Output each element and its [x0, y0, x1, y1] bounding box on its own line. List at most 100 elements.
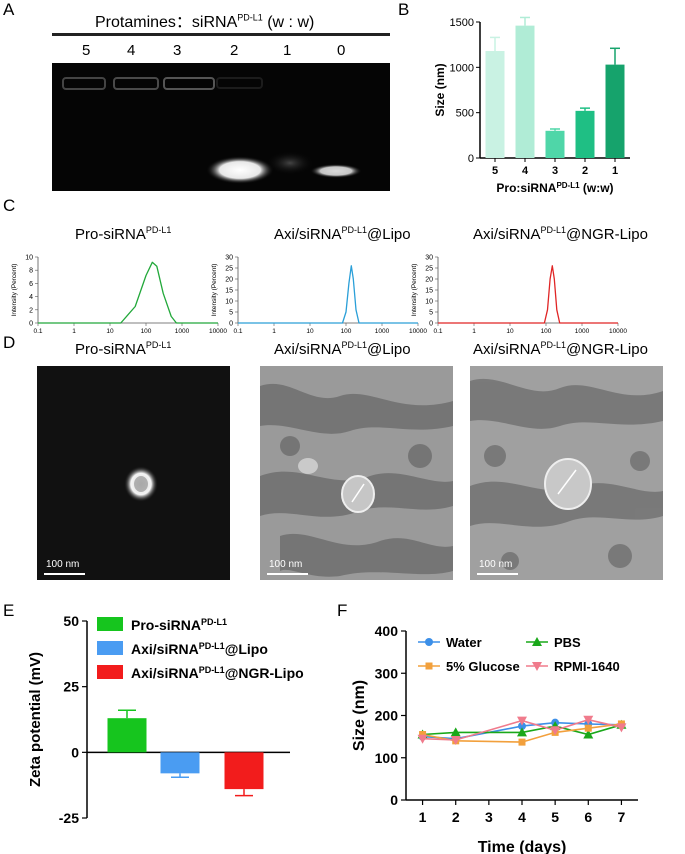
y-tick-label: 0: [390, 792, 398, 808]
y-tick-label: 6: [29, 281, 33, 288]
y-tick-label: 25: [63, 679, 79, 695]
data-point: [518, 738, 526, 746]
y-tick-label: 10: [425, 299, 433, 306]
y-tick-label: 25: [225, 266, 233, 273]
gel-smear-lane-1: [266, 151, 314, 175]
data-point: [532, 662, 542, 671]
y-tick-label: 0: [229, 321, 233, 328]
dls-title-3: Axi/siRNAPD-L1@NGR-Lipo: [473, 225, 648, 243]
y-tick-label: 30: [225, 255, 233, 262]
x-tick-label: 0.1: [33, 328, 42, 335]
data-point: [532, 637, 542, 646]
tem-image-3: 100 nm: [470, 366, 663, 580]
y-axis-label: Intensity (Percent): [11, 264, 18, 317]
y-tick-label: 5: [429, 310, 433, 317]
y-tick-label: 20: [225, 277, 233, 284]
y-tick-label: 0: [29, 321, 33, 328]
x-tick-label: 1: [472, 328, 476, 335]
lane-label: 0: [337, 42, 346, 59]
y-tick-label: 0: [429, 321, 433, 328]
x-tick-label: 5: [492, 165, 498, 177]
x-tick-label: 1: [612, 165, 618, 177]
series-line: [422, 721, 622, 740]
y-tick-label: 15: [425, 288, 433, 295]
legend-label: Pro-siRNAPD-L1: [131, 617, 227, 633]
chart-e: -25 0 25 50 Pro-siRNAPD-L1 Axi/siRNAPD-L1@Lip…: [27, 613, 304, 826]
x-tick-label: 0.1: [233, 328, 242, 335]
y-tick-label: 30: [425, 255, 433, 262]
y-axis-label: Zeta potential (mV): [27, 652, 44, 787]
bar: [515, 25, 535, 159]
legend-swatch: [97, 617, 123, 631]
series-line: [238, 265, 418, 324]
y-tick-label: 25: [425, 266, 433, 273]
legend-label: PBS: [554, 635, 581, 650]
legend-label: Water: [446, 635, 482, 650]
tem-image-1: 100 nm: [37, 366, 230, 580]
data-point: [450, 727, 461, 737]
tem-particle: [544, 458, 592, 510]
bar: [107, 718, 147, 753]
gel-title: Protamines：siRNAPD-L1 (w : w): [95, 12, 315, 31]
y-tick-label: -25: [59, 810, 79, 826]
gel-title-rule: [52, 33, 390, 36]
x-tick-label: 100: [141, 328, 152, 335]
gel-band-lane-0: [310, 164, 362, 178]
chart-f: 0 100 200 300 400 1 2 3 4 5 6 7 Time (days) Size (nm)…: [351, 623, 638, 854]
lane-label: 3: [173, 42, 182, 59]
tem-scalebar-3: [477, 573, 518, 575]
panel-letter-e: E: [3, 601, 15, 620]
x-tick-label: 1: [272, 328, 276, 335]
legend-label: Axi/siRNAPD-L1@NGR-Lipo: [131, 665, 304, 681]
x-tick-label: 4: [518, 809, 526, 825]
x-tick-label: 10000: [609, 328, 627, 335]
y-axis-label: Intensity (Percent): [211, 264, 218, 317]
bar: [575, 110, 595, 158]
y-tick-label: 1500: [450, 17, 474, 29]
x-tick-label: 2: [452, 809, 460, 825]
tem-title-1: Pro-siRNAPD-L1: [75, 340, 172, 358]
bar: [160, 752, 200, 774]
lane-label: 4: [127, 42, 136, 59]
series-line: [438, 265, 618, 324]
lane-label: 1: [283, 42, 292, 59]
y-tick-label: 200: [375, 708, 399, 724]
gel-image: [52, 63, 390, 191]
gel-band-lane-2: [206, 156, 274, 184]
tem-scalebar-label-3: 100 nm: [479, 559, 513, 570]
dls-title-2: Axi/siRNAPD-L1@Lipo: [274, 225, 411, 243]
dls-title-1: Pro-siRNAPD-L1: [75, 225, 172, 243]
x-tick-label: 3: [552, 165, 558, 177]
x-tick-label: 1000: [375, 328, 390, 335]
x-tick-label: 10: [306, 328, 314, 335]
legend-label: Axi/siRNAPD-L1@Lipo: [131, 641, 268, 657]
series-line: [422, 724, 622, 736]
tem-scalebar-1: [44, 573, 85, 575]
y-tick-label: 400: [375, 623, 399, 639]
series-line: [38, 261, 218, 324]
x-tick-label: 7: [618, 809, 626, 825]
tem-image-2: 100 nm: [260, 366, 453, 580]
data-point: [550, 726, 561, 736]
y-tick-label: 50: [63, 613, 79, 629]
y-axis-label: Intensity (Percent): [411, 264, 418, 317]
x-tick-label: 10000: [209, 328, 227, 335]
y-tick-label: 1000: [450, 62, 474, 74]
x-tick-label: 1000: [175, 328, 190, 335]
gel-well: [163, 77, 215, 90]
lane-label: 2: [230, 42, 239, 59]
legend-swatch: [97, 665, 123, 679]
y-tick-label: 20: [425, 277, 433, 284]
legend-label: RPMI-1640: [554, 659, 620, 674]
legend-swatch: [97, 641, 123, 655]
series-line: [422, 718, 622, 741]
x-tick-label: 0.1: [433, 328, 442, 335]
bar: [224, 752, 264, 790]
tem-title-2: Axi/siRNAPD-L1@Lipo: [274, 340, 411, 358]
panel-letter-b: B: [398, 0, 410, 19]
tem-scalebar-label-2: 100 nm: [269, 559, 303, 570]
x-tick-label: 10: [506, 328, 514, 335]
data-point: [583, 715, 594, 725]
data-point: [517, 716, 527, 726]
